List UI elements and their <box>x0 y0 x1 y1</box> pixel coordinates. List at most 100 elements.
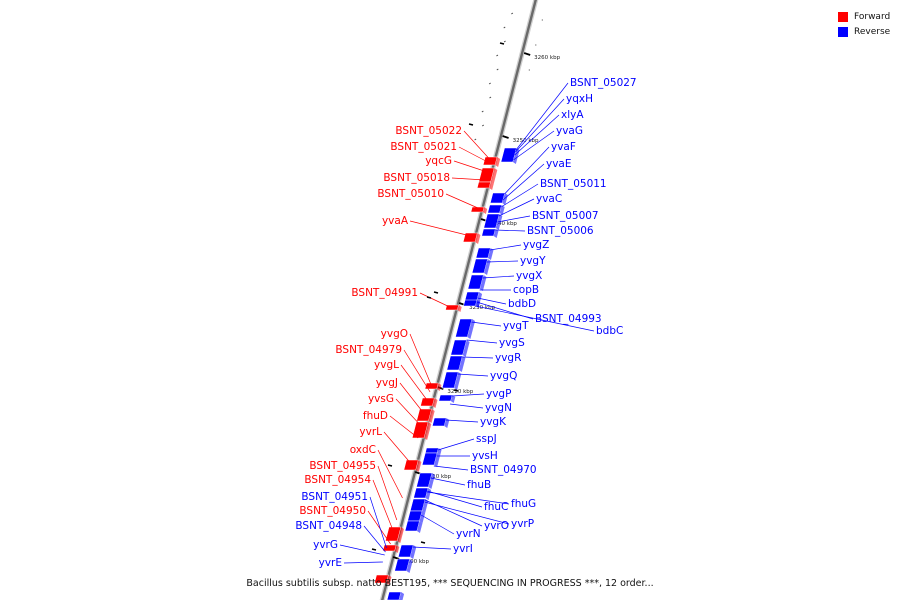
forward-gene-label: yvgL <box>374 359 399 371</box>
minor-tick <box>496 54 499 57</box>
minor-tick <box>474 138 477 141</box>
forward-gene-label: BSNT_04991 <box>351 287 418 299</box>
feature-marker <box>420 541 426 544</box>
reverse-gene-label: yvaF <box>551 141 576 153</box>
feature-marker <box>387 464 393 467</box>
reverse-leader <box>502 163 545 201</box>
forward-gene-shade <box>436 383 442 391</box>
forward-leader <box>367 510 391 545</box>
reverse-gene-label: yvsH <box>472 450 498 462</box>
reverse-gene-label: bdbC <box>596 325 623 337</box>
forward-gene-label: BSNT_05022 <box>395 125 462 137</box>
reverse-leader <box>497 215 531 223</box>
reverse-gene-shade <box>479 275 487 291</box>
reverse-leader <box>515 82 569 151</box>
reverse-leader <box>369 496 387 549</box>
reverse-gene-shade <box>493 229 499 238</box>
reverse-gene-shade <box>410 545 417 559</box>
reverse-gene-label: yqxH <box>566 93 593 105</box>
forward-leader <box>453 160 488 173</box>
reverse-gene-shade <box>454 372 462 390</box>
forward-gene-shade <box>475 233 481 244</box>
scale-label: 3240 kbp <box>491 221 517 227</box>
minor-tick <box>503 40 506 43</box>
forward-leader <box>395 398 422 427</box>
reverse-gene-shade <box>444 418 450 428</box>
reverse-gene <box>431 417 447 427</box>
forward-leader <box>451 177 486 181</box>
forward-gene-label: BSNT_05010 <box>377 188 444 200</box>
forward-gene-label: BSNT_04955 <box>309 460 376 472</box>
reverse-leader <box>486 260 519 263</box>
reverse-gene-shade <box>419 511 426 523</box>
reverse-gene-label: yvgS <box>499 337 525 349</box>
forward-gene-label: yvgO <box>381 328 408 340</box>
minor-tick <box>503 26 506 29</box>
forward-leader <box>377 449 403 499</box>
reverse-leader <box>412 546 452 550</box>
forward-gene-shade <box>482 207 488 214</box>
reverse-gene-label: fhuB <box>467 479 491 491</box>
forward-gene-label: yvsG <box>368 393 394 405</box>
forward-leader <box>377 465 398 521</box>
forward-leader <box>445 193 479 209</box>
reverse-gene-shade <box>502 193 508 205</box>
reverse-gene-label: yvgN <box>485 402 512 414</box>
reverse-gene-label: BSNT_05007 <box>532 210 599 222</box>
forward-gene-label: yvgJ <box>376 377 398 389</box>
forward-gene-shade <box>489 182 494 190</box>
reverse-leader <box>427 491 510 505</box>
scale-tick <box>523 52 531 56</box>
reverse-gene-label: xlyA <box>561 109 584 121</box>
reverse-gene-shade <box>406 559 413 573</box>
reverse-gene-shade <box>425 488 432 500</box>
reverse-gene-label: yvrE <box>319 557 342 569</box>
legend-forward: Forward <box>838 9 890 24</box>
forward-leader <box>458 146 490 164</box>
reverse-leader <box>437 438 475 451</box>
forward-leader <box>419 292 453 309</box>
reverse-leader <box>445 419 479 423</box>
forward-gene-label: yqcG <box>425 155 452 167</box>
scale-tick <box>502 135 509 139</box>
reverse-leader <box>339 544 385 556</box>
reverse-gene-label: fhuC <box>484 501 508 513</box>
reverse-leader <box>452 393 485 397</box>
reverse-gene-label: yvrP <box>511 518 534 530</box>
scale-tick <box>392 556 400 560</box>
reverse-gene-shade <box>484 259 491 275</box>
reverse-leader <box>420 514 455 535</box>
forward-gene-label: BSNT_04950 <box>299 505 366 517</box>
scale-label: 3210 kbp <box>425 474 451 480</box>
forward-gene-shade <box>415 460 422 472</box>
reverse-leader <box>498 198 535 217</box>
reverse-gene-label: yvgP <box>486 388 511 400</box>
reverse-gene <box>386 591 402 600</box>
reverse-gene-label: yvrG <box>313 539 338 551</box>
reverse-gene-label: BSNT_04993 <box>535 313 602 325</box>
reverse-gene-label: BSNT_05027 <box>570 77 637 89</box>
reverse-gene-shade <box>499 205 505 215</box>
forward-gene-label: oxdC <box>350 444 376 456</box>
feature-marker <box>371 548 377 551</box>
reverse-leader <box>449 403 484 409</box>
minor-tick <box>489 96 492 99</box>
legend-forward-label: Forward <box>854 11 891 22</box>
reverse-swatch <box>838 26 848 37</box>
map-caption: Bacillus subtilis subsp. natto BEST195, … <box>246 578 654 589</box>
reverse-gene-shade <box>467 319 476 339</box>
minor-tick <box>481 124 485 127</box>
reverse-gene-shade <box>462 340 470 357</box>
forward-leader <box>463 130 491 161</box>
reverse-gene-label: yvrN <box>456 528 481 540</box>
minor-tick <box>511 12 514 15</box>
reverse-leader <box>462 356 494 359</box>
reverse-gene-label: BSNT_04970 <box>470 464 537 476</box>
forward-gene-label: BSNT_05021 <box>390 141 457 153</box>
feature-marker <box>426 296 432 299</box>
reverse-gene-label: yvrO <box>484 520 509 532</box>
backbone <box>381 0 537 600</box>
reverse-gene-label: BSNT_05011 <box>540 178 607 190</box>
forward-gene-label: BSNT_04979 <box>335 344 402 356</box>
